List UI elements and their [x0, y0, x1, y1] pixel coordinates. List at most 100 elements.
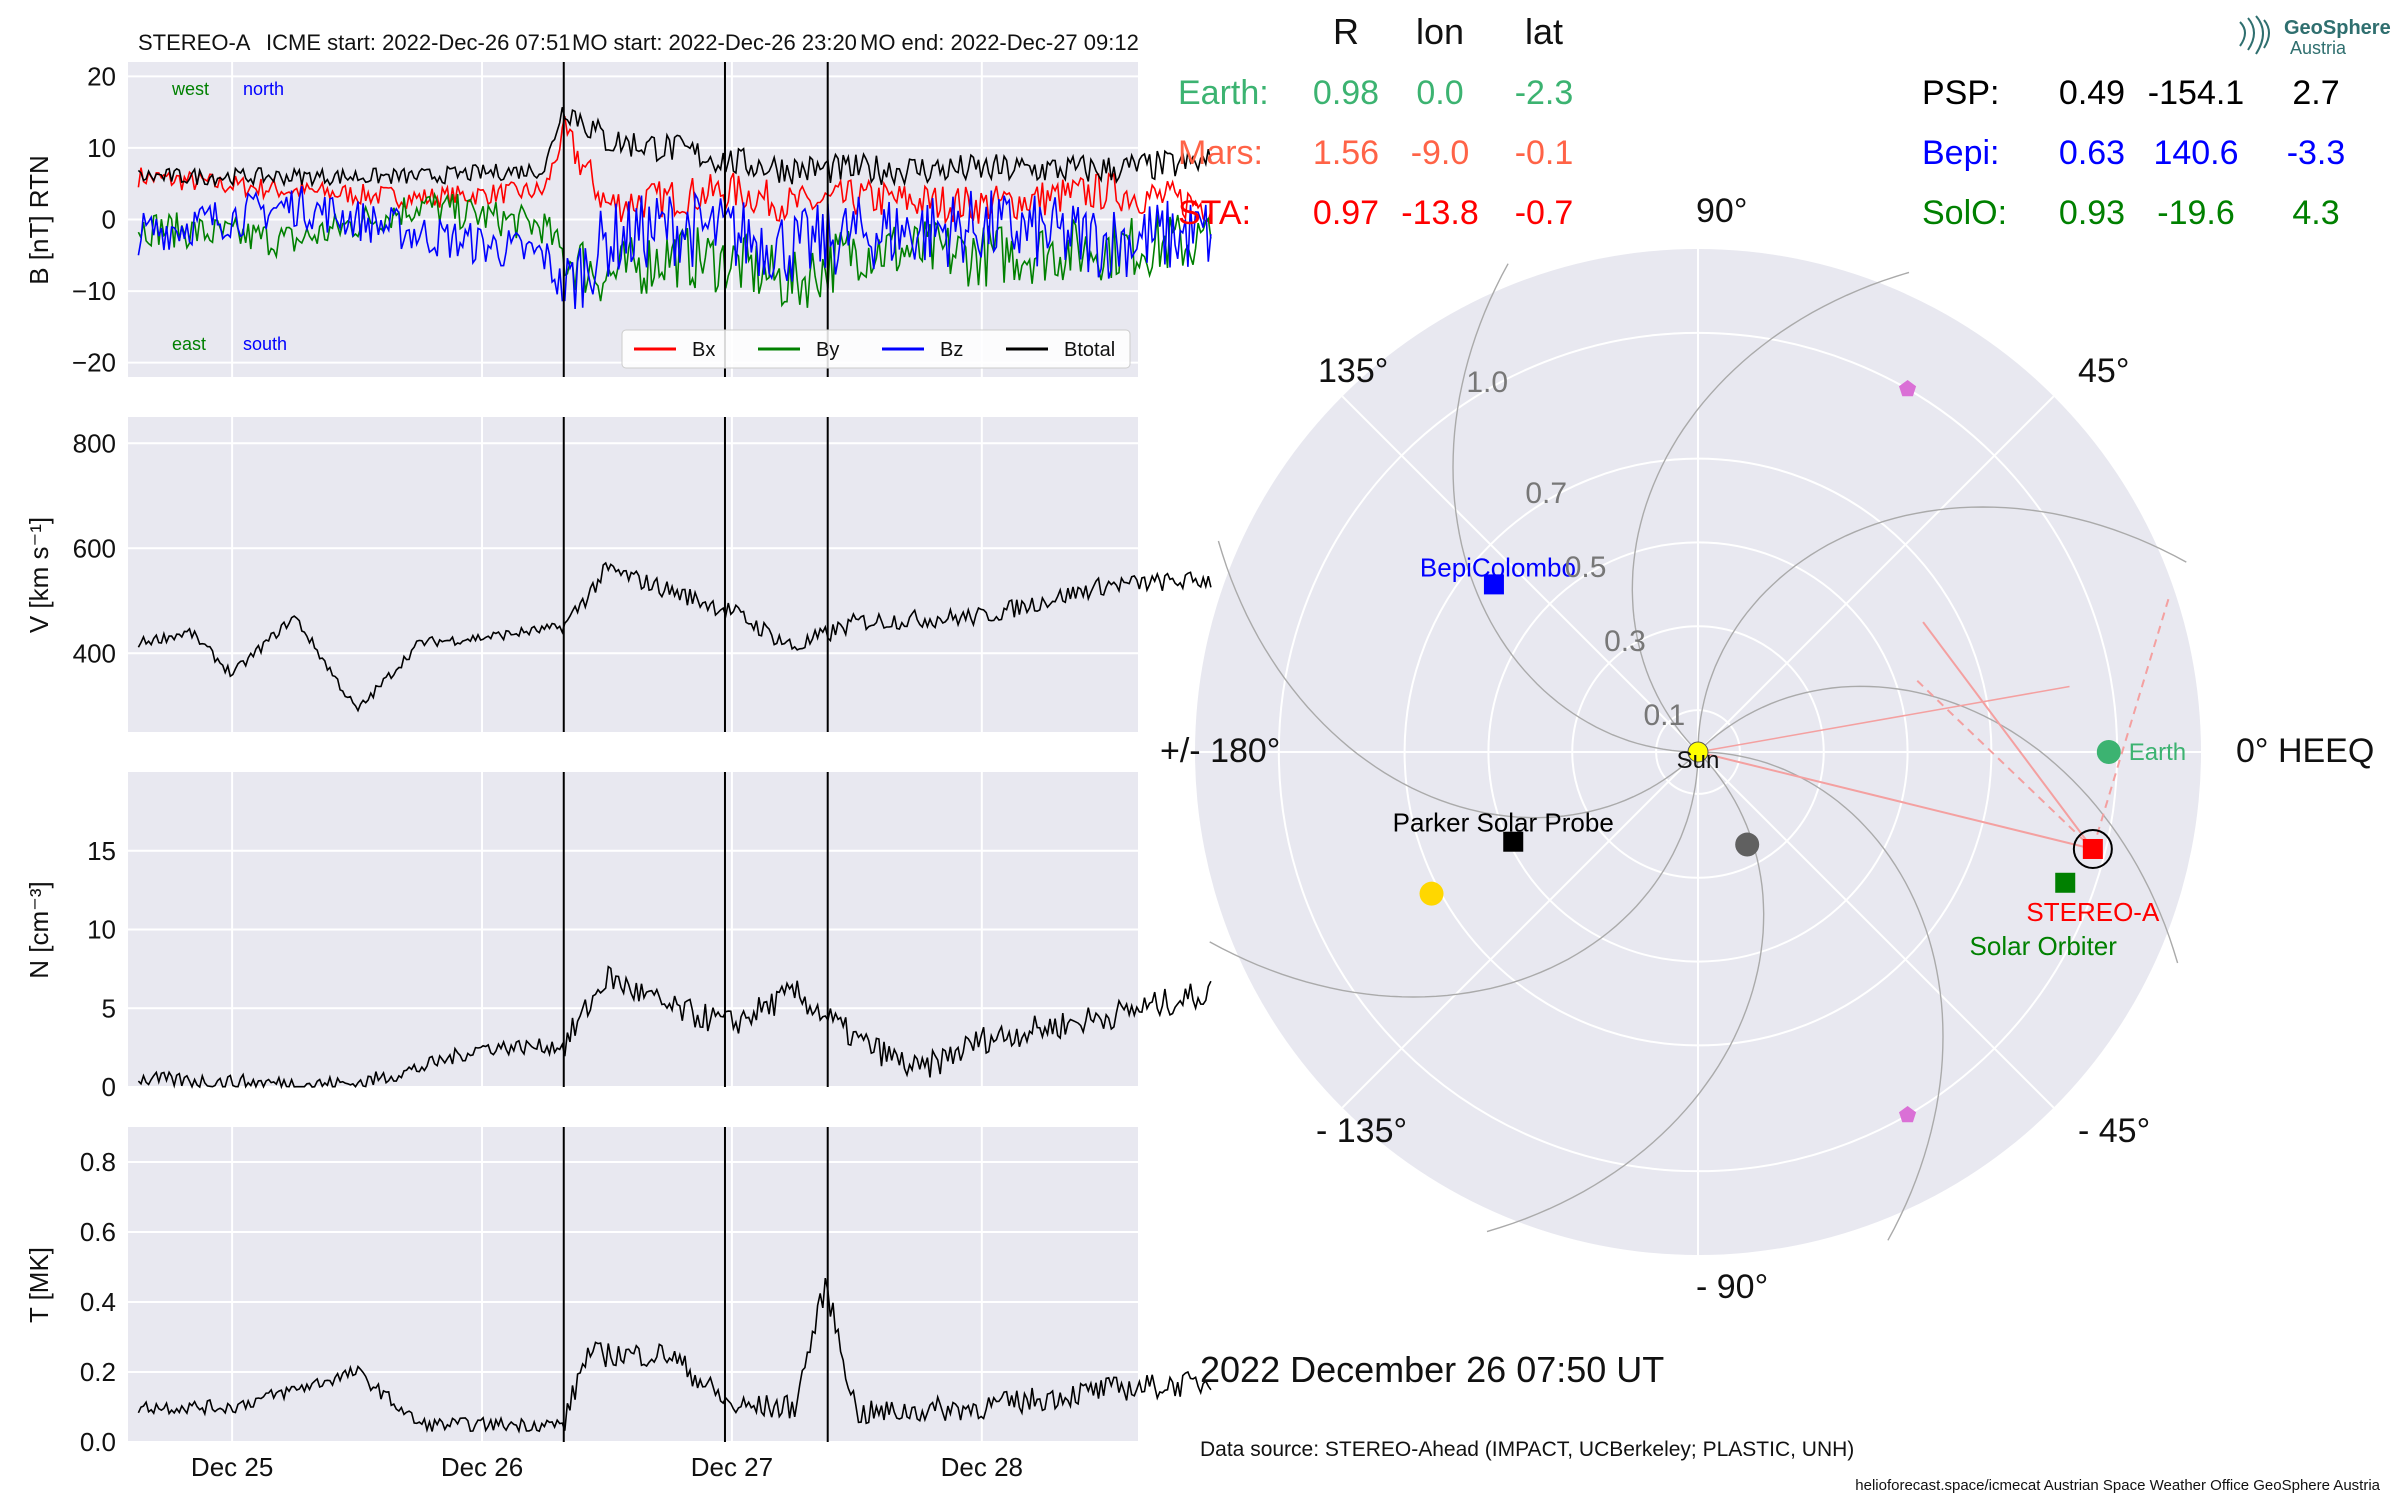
- legend-label-bz: Bz: [940, 339, 963, 361]
- x-tick-label: Dec 26: [441, 1452, 523, 1482]
- stereo-a-ring: [2072, 828, 2113, 869]
- west-annotation: west: [171, 79, 209, 99]
- series-line-p3: [137, 1277, 1212, 1434]
- y-tick-label: 800: [73, 428, 116, 458]
- left-pos-name: STA:: [1178, 194, 1251, 232]
- right-pos-lon: -19.6: [2157, 194, 2235, 232]
- series-line-by: [137, 191, 1212, 308]
- density-ylabel: N [cm⁻³]: [24, 881, 54, 979]
- y-tick-label: 0.6: [80, 1217, 116, 1247]
- y-tick-label: 0.2: [80, 1357, 116, 1387]
- y-tick-label: −10: [72, 276, 116, 306]
- parker-spiral: [1697, 685, 2179, 964]
- x-tick-label: Dec 28: [941, 1452, 1023, 1482]
- y-tick-label: −20: [72, 348, 116, 378]
- logo-line2: Austria: [2290, 38, 2347, 58]
- left-pos-lat: -0.7: [1515, 194, 1574, 232]
- left-pos-lon: -13.8: [1401, 194, 1479, 232]
- x-tick-label: Dec 25: [191, 1452, 273, 1482]
- right-pos-name: SolO:: [1922, 194, 2007, 232]
- angle-label-m45: - 45°: [2078, 1112, 2150, 1150]
- col-header-lon: lon: [1416, 11, 1464, 52]
- right-pos-lon: 140.6: [2153, 134, 2238, 172]
- y-tick-label: 400: [73, 638, 116, 668]
- series-line-bx: [137, 116, 1212, 226]
- angle-label-m90: - 90°: [1696, 1268, 1768, 1306]
- y-tick-label: 0.4: [80, 1287, 116, 1317]
- left-pos-r: 0.98: [1313, 74, 1379, 112]
- right-pos-name: Bepi:: [1922, 134, 2000, 172]
- stereo-a-label: STEREO-A: [2026, 897, 2160, 927]
- y-tick-label: 0.8: [80, 1147, 116, 1177]
- col-header-r: R: [1333, 11, 1359, 52]
- pentagon-marker: [1899, 1106, 1917, 1123]
- series-line-p2: [137, 965, 1212, 1090]
- left-pos-lat: -2.3: [1515, 74, 1574, 112]
- velocity-panel: 800 600 400 V [km s⁻¹]: [24, 417, 1212, 732]
- parker-spiral: [1452, 263, 1699, 753]
- y-tick-label: 5: [102, 993, 116, 1023]
- series-line-p1: [137, 561, 1212, 713]
- angle-label-m135: - 135°: [1316, 1112, 1407, 1150]
- right-pos-lat: -3.3: [2287, 134, 2346, 172]
- right-pos-name: PSP:: [1922, 74, 1999, 112]
- right-pos-lat: 2.7: [2292, 74, 2339, 112]
- parker-spiral: [1486, 751, 1765, 1233]
- spacecraft-label: STEREO-A: [138, 30, 251, 55]
- parker-spiral: [1217, 540, 1699, 819]
- east-annotation: east: [172, 334, 206, 354]
- right-pos-lon: -154.1: [2148, 74, 2244, 112]
- right-pos-r: 0.63: [2059, 134, 2125, 172]
- angle-label-180: +/- 180°: [1160, 732, 1280, 770]
- right-pos-r: 0.49: [2059, 74, 2125, 112]
- temperature-panel: 0.8 0.6 0.4 0.2 0.0 T [MK]: [24, 1127, 1212, 1457]
- r-tick-label: 0.5: [1565, 551, 1607, 584]
- r-tick-label: 0.3: [1604, 625, 1646, 658]
- angle-label-90: 90°: [1696, 192, 1747, 230]
- geosphere-logo: GeoSphere Austria: [2239, 15, 2391, 58]
- cme-line: [1697, 685, 2070, 753]
- left-pos-name: Earth:: [1178, 74, 1269, 112]
- left-pos-lon: 0.0: [1416, 74, 1463, 112]
- temperature-panel-bg: [128, 1127, 1138, 1442]
- left-pos-lat: -0.1: [1515, 134, 1574, 172]
- parker-spiral: [1697, 751, 1944, 1241]
- r-tick-label: 1.0: [1466, 366, 1508, 399]
- y-tick-label: 10: [87, 915, 116, 945]
- angle-label-45: 45°: [2078, 352, 2129, 390]
- stereo-a-marker: [2082, 838, 2103, 859]
- mo-start-label: MO start: 2022-Dec-26 23:20: [572, 30, 857, 55]
- cme-line-dashed: [1916, 680, 2094, 850]
- legend-label-by: By: [816, 339, 839, 361]
- y-tick-label: 600: [73, 533, 116, 563]
- parker-solar-probe-label: Parker Solar Probe: [1393, 808, 1614, 838]
- y-tick-label: 0.0: [80, 1427, 116, 1457]
- parker-spiral: [1697, 506, 2187, 753]
- earth-label: Earth: [2129, 739, 2186, 766]
- pentagon-marker: [1899, 380, 1917, 397]
- solar-orbiter-marker: [2055, 872, 2076, 893]
- mo-end-label: MO end: 2022-Dec-27 09:12: [860, 30, 1139, 55]
- bepicolombo-marker: [1483, 574, 1504, 595]
- velocity-ylabel: V [km s⁻¹]: [24, 517, 54, 633]
- cme-line: [1922, 621, 2094, 850]
- logo-line1: GeoSphere: [2284, 17, 2391, 39]
- y-tick-label: 15: [87, 836, 116, 866]
- x-tick-label: Dec 27: [691, 1452, 773, 1482]
- polar-plot: Sun Earth STEREO-A Solar Orbiter BepiColombo…: [1160, 192, 2374, 1306]
- b-field-legend: Bx By Bz Btotal: [621, 329, 1131, 369]
- angle-label-135: 135°: [1318, 352, 1388, 390]
- y-tick-label: 0: [102, 205, 116, 235]
- icme-start-label: ICME start: 2022-Dec-26 07:51: [266, 30, 570, 55]
- sun-marker: [1687, 741, 1709, 763]
- left-pos-r: 1.56: [1313, 134, 1379, 172]
- left-pos-name: Mars:: [1178, 134, 1263, 172]
- series-line-btotal: [137, 107, 1212, 188]
- plot-date: 2022 December 26 07:50 UT: [1200, 1349, 1664, 1390]
- y-tick-label: 20: [87, 61, 116, 91]
- north-annotation: north: [243, 79, 284, 99]
- left-pos-r: 0.97: [1313, 194, 1379, 232]
- legend-label-btotal: Btotal: [1064, 339, 1115, 361]
- r-tick-label: 0.7: [1525, 477, 1567, 510]
- parker-solar-probe-marker: [1503, 831, 1524, 852]
